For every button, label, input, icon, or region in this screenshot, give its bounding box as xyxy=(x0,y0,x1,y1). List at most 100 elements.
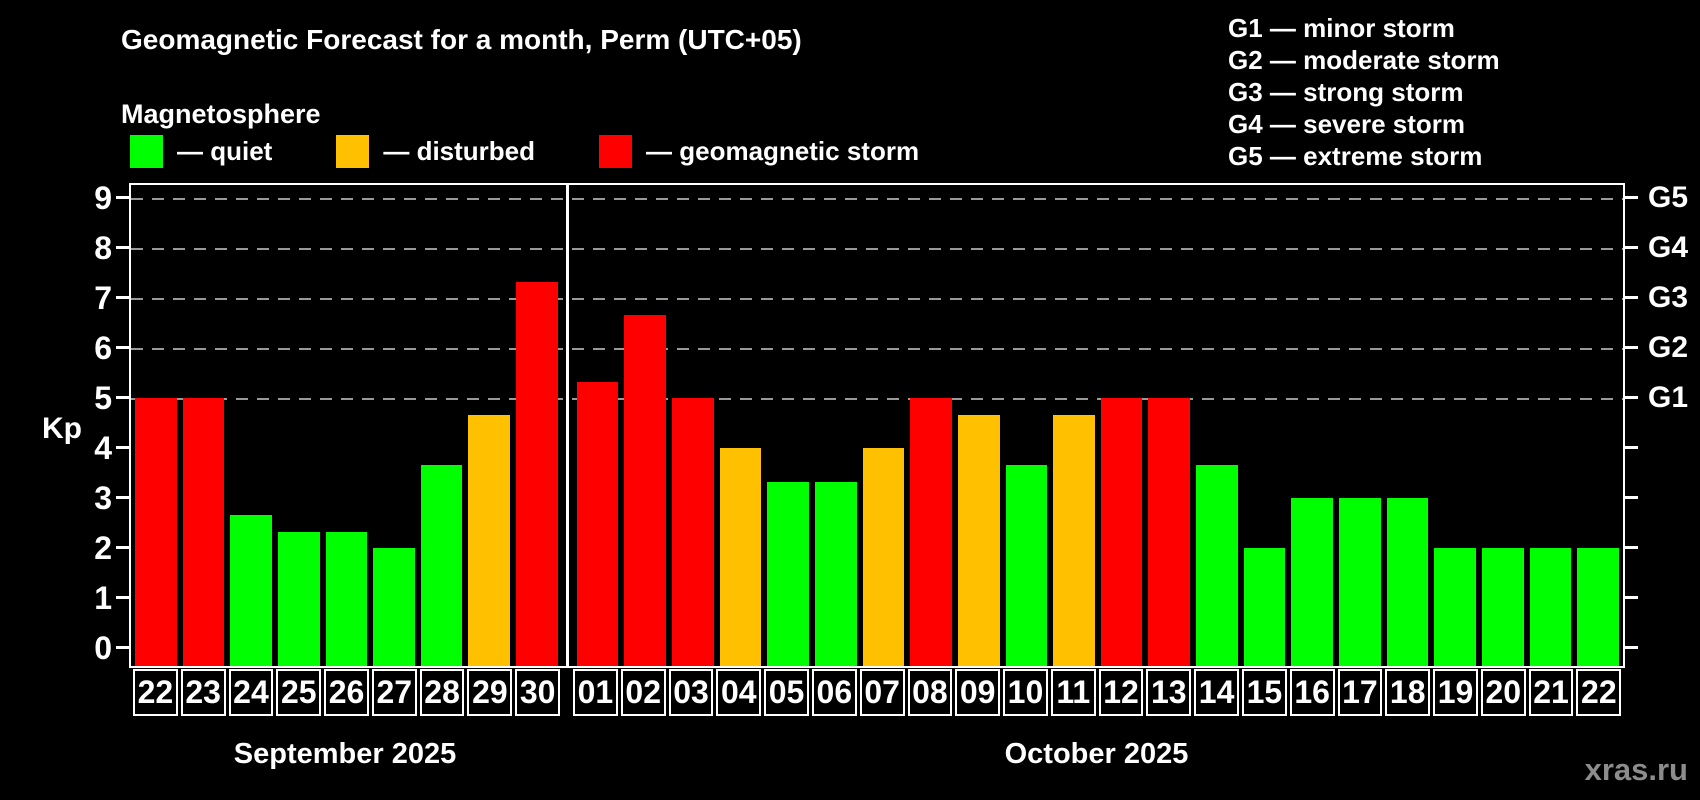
date-box-07: 07 xyxy=(859,669,905,716)
right-tick-2 xyxy=(1625,546,1638,549)
date-box-05: 05 xyxy=(764,669,809,716)
y-tick-label-8: 8 xyxy=(94,230,112,266)
left-tick-6 xyxy=(116,346,129,349)
date-box-14: 14 xyxy=(1194,669,1239,716)
legend-item-quiet: — quiet xyxy=(130,134,273,168)
legend-item-disturbed: — disturbed xyxy=(336,134,535,168)
date-box-18: 18 xyxy=(1385,669,1431,716)
date-box-20: 20 xyxy=(1480,669,1526,716)
left-tick-9 xyxy=(116,196,129,199)
kp-bar-october-08 xyxy=(910,398,952,666)
kp-bar-october-22 xyxy=(1577,548,1619,666)
chart-subtitle: Magnetosphere xyxy=(121,99,321,129)
date-box-19: 19 xyxy=(1433,669,1478,716)
kp-bar-september-22 xyxy=(135,398,177,666)
bar-slot xyxy=(719,448,762,666)
date-box-26: 26 xyxy=(324,669,369,716)
kp-bar-october-18 xyxy=(1386,498,1429,666)
bar-slot xyxy=(1386,498,1429,666)
month-label-october-2025: October 2025 xyxy=(1004,738,1189,770)
legend-label-quiet: — quiet xyxy=(177,135,273,166)
month-separator xyxy=(565,185,569,666)
bar-slot xyxy=(1005,464,1048,666)
legend-label-storm: — geomagnetic storm xyxy=(646,135,920,166)
y-tick-label-4: 4 xyxy=(94,430,112,466)
storm-scale-legend: G1 — minor storm G2 — moderate storm G3 — … xyxy=(1228,12,1500,172)
right-tick-0 xyxy=(1625,646,1638,649)
kp-bar-october-16 xyxy=(1291,498,1334,666)
date-box-27: 27 xyxy=(371,669,417,716)
kp-bar-september-28 xyxy=(420,464,463,666)
y-tick-label-0: 0 xyxy=(94,630,112,666)
date-box-23: 23 xyxy=(180,669,226,716)
y-axis-label: Kp xyxy=(42,412,82,445)
bar-slot xyxy=(230,514,272,666)
bar-slot xyxy=(277,531,320,666)
bar-slot xyxy=(576,381,619,666)
left-tick-0 xyxy=(116,646,129,649)
month-label-september-2025: September 2025 xyxy=(233,738,457,770)
y-tick-label-3: 3 xyxy=(94,480,112,516)
date-box-30: 30 xyxy=(515,669,561,716)
bar-slot xyxy=(135,398,177,666)
bar-slot xyxy=(1100,398,1143,666)
date-box-09: 09 xyxy=(955,669,1001,716)
right-tick-1 xyxy=(1625,596,1638,599)
date-box-08: 08 xyxy=(907,669,953,716)
date-box-29: 29 xyxy=(467,669,513,716)
right-tick-6 xyxy=(1625,346,1638,349)
date-box-10: 10 xyxy=(1003,669,1048,716)
kp-legend: — quiet — disturbed — geomagnetic storm xyxy=(130,133,919,169)
date-box-17: 17 xyxy=(1337,669,1383,716)
bar-slot xyxy=(516,281,558,666)
kp-bar-september-24 xyxy=(230,514,272,666)
kp-bar-october-11 xyxy=(1053,414,1095,666)
right-tick-8 xyxy=(1625,246,1638,249)
date-box-24: 24 xyxy=(228,669,274,716)
bar-slot xyxy=(1339,498,1381,666)
legend-item-storm: — geomagnetic storm xyxy=(599,134,920,168)
bar-slot xyxy=(1577,548,1619,666)
gridline-9 xyxy=(131,198,1623,200)
date-box-02: 02 xyxy=(620,669,666,716)
kp-bar-october-15 xyxy=(1243,548,1286,666)
gridline-7 xyxy=(131,298,1623,300)
bar-slot xyxy=(420,464,463,666)
left-tick-2 xyxy=(116,546,129,549)
left-tick-4 xyxy=(116,446,129,449)
kp-bar-october-07 xyxy=(862,448,905,666)
bar-slot xyxy=(1053,414,1095,666)
storm-scale-line-g2: G2 — moderate storm xyxy=(1228,45,1500,75)
left-tick-5 xyxy=(116,396,129,399)
date-box-12: 12 xyxy=(1098,669,1144,716)
right-tick-5 xyxy=(1625,396,1638,399)
y-tick-label-2: 2 xyxy=(94,530,112,566)
kp-bar-october-09 xyxy=(957,414,1000,666)
kp-bar-october-13 xyxy=(1148,398,1191,666)
legend-swatch-quiet xyxy=(130,134,163,168)
kp-bar-october-20 xyxy=(1481,548,1524,666)
bar-slot xyxy=(1291,498,1334,666)
bar-slot xyxy=(468,414,511,666)
kp-bar-september-25 xyxy=(277,531,320,666)
left-tick-3 xyxy=(116,496,129,499)
bar-slot xyxy=(910,398,952,666)
storm-scale-line-g5: G5 — extreme storm xyxy=(1228,141,1483,171)
date-box-04: 04 xyxy=(716,669,762,716)
kp-bar-october-05 xyxy=(767,481,809,666)
right-tick-9 xyxy=(1625,196,1638,199)
bar-slot xyxy=(1148,398,1191,666)
kp-bar-october-14 xyxy=(1196,464,1238,666)
kp-bar-september-27 xyxy=(373,548,415,666)
watermark: xras.ru xyxy=(1584,752,1688,787)
bar-slot xyxy=(672,398,714,666)
storm-scale-line-g1: G1 — minor storm xyxy=(1228,13,1455,43)
kp-bar-october-17 xyxy=(1339,498,1381,666)
kp-bar-september-26 xyxy=(325,531,368,666)
g-label-g1: G1 xyxy=(1648,381,1689,414)
date-box-01: 01 xyxy=(573,669,618,716)
plot-area xyxy=(129,183,1625,668)
kp-bar-september-29 xyxy=(468,414,511,666)
bar-slot xyxy=(1434,548,1476,666)
